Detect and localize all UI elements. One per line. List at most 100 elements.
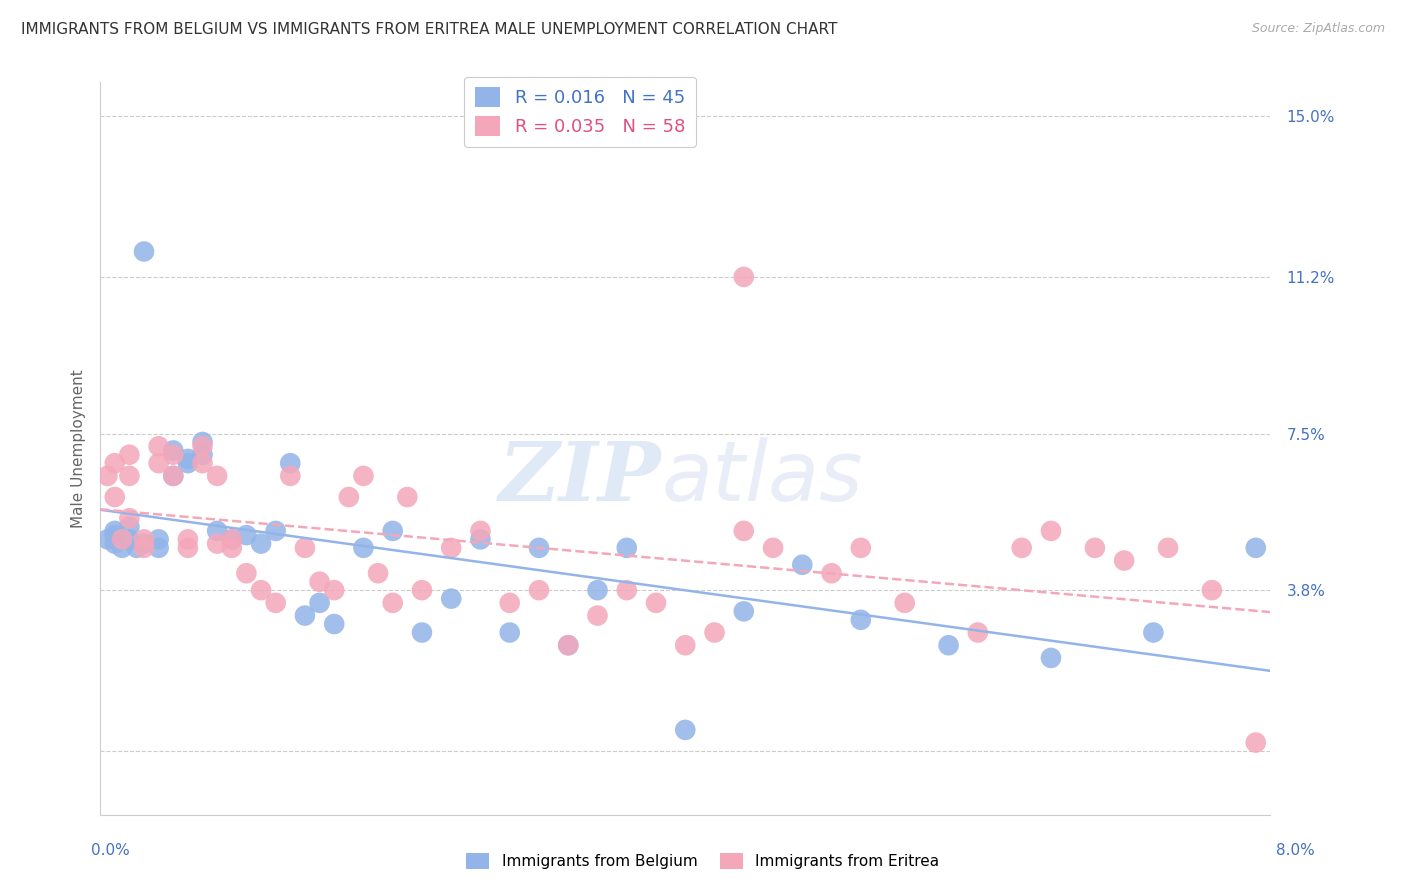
Point [440,591,463,606]
Point [396,490,419,504]
Point [132,541,155,555]
Point [1011,541,1033,555]
Point [527,541,550,555]
Point [96,468,118,483]
Point [1084,541,1107,555]
Point [733,269,755,284]
Text: ZIP: ZIP [499,438,662,517]
Point [294,608,316,623]
Point [148,541,170,555]
Point [177,541,200,555]
Legend: R = 0.016   N = 45, R = 0.035   N = 58: R = 0.016 N = 45, R = 0.035 N = 58 [464,77,696,147]
Point [132,244,155,259]
Point [616,583,638,598]
Point [104,456,127,470]
Point [470,533,492,547]
Point [250,536,273,550]
Point [278,468,301,483]
Point [250,583,273,598]
Point [264,524,287,538]
Point [148,439,170,453]
Point [1114,553,1136,567]
Point [104,536,127,550]
Point [381,524,404,538]
Point [673,638,696,652]
Point [148,533,170,547]
Point [294,541,316,555]
Point [308,574,330,589]
Point [148,456,170,470]
Point [499,596,522,610]
Point [586,583,609,598]
Point [308,596,330,610]
Point [162,448,184,462]
Text: IMMIGRANTS FROM BELGIUM VS IMMIGRANTS FROM ERITREA MALE UNEMPLOYMENT CORRELATION: IMMIGRANTS FROM BELGIUM VS IMMIGRANTS FR… [21,22,838,37]
Point [470,524,492,538]
Point [367,566,389,581]
Point [191,435,214,450]
Point [557,638,579,652]
Text: 8.0%: 8.0% [1275,843,1315,858]
Point [264,596,287,610]
Point [893,596,915,610]
Point [352,541,374,555]
Point [125,541,148,555]
Point [162,443,184,458]
Point [557,638,579,652]
Point [132,536,155,550]
Point [1157,541,1180,555]
Point [616,541,638,555]
Point [235,528,257,542]
Point [118,519,141,533]
Point [162,468,184,483]
Text: 0.0%: 0.0% [91,843,131,858]
Point [499,625,522,640]
Point [673,723,696,737]
Point [440,541,463,555]
Point [1039,651,1062,665]
Point [381,596,404,610]
Point [323,617,346,632]
Point [527,583,550,598]
Point [1142,625,1164,640]
Point [177,533,200,547]
Point [411,625,433,640]
Point [1244,735,1267,749]
Point [205,468,228,483]
Point [191,448,214,462]
Point [792,558,814,572]
Legend: Immigrants from Belgium, Immigrants from Eritrea: Immigrants from Belgium, Immigrants from… [460,847,946,875]
Point [221,533,243,547]
Point [221,541,243,555]
Point [162,468,184,483]
Point [645,596,668,610]
Point [104,490,127,504]
Point [278,456,301,470]
Point [104,524,127,538]
Point [118,533,141,547]
Point [205,536,228,550]
Point [111,533,134,547]
Y-axis label: Male Unemployment: Male Unemployment [72,369,86,528]
Point [849,541,872,555]
Point [1201,583,1223,598]
Point [966,625,988,640]
Point [820,566,842,581]
Point [205,524,228,538]
Point [849,613,872,627]
Point [352,468,374,483]
Point [1039,524,1062,538]
Point [177,456,200,470]
Point [733,604,755,618]
Point [177,452,200,467]
Point [762,541,785,555]
Point [1244,541,1267,555]
Point [235,566,257,581]
Text: Source: ZipAtlas.com: Source: ZipAtlas.com [1251,22,1385,36]
Point [191,456,214,470]
Point [337,490,360,504]
Point [118,511,141,525]
Text: atlas: atlas [662,437,863,518]
Point [938,638,960,652]
Point [118,448,141,462]
